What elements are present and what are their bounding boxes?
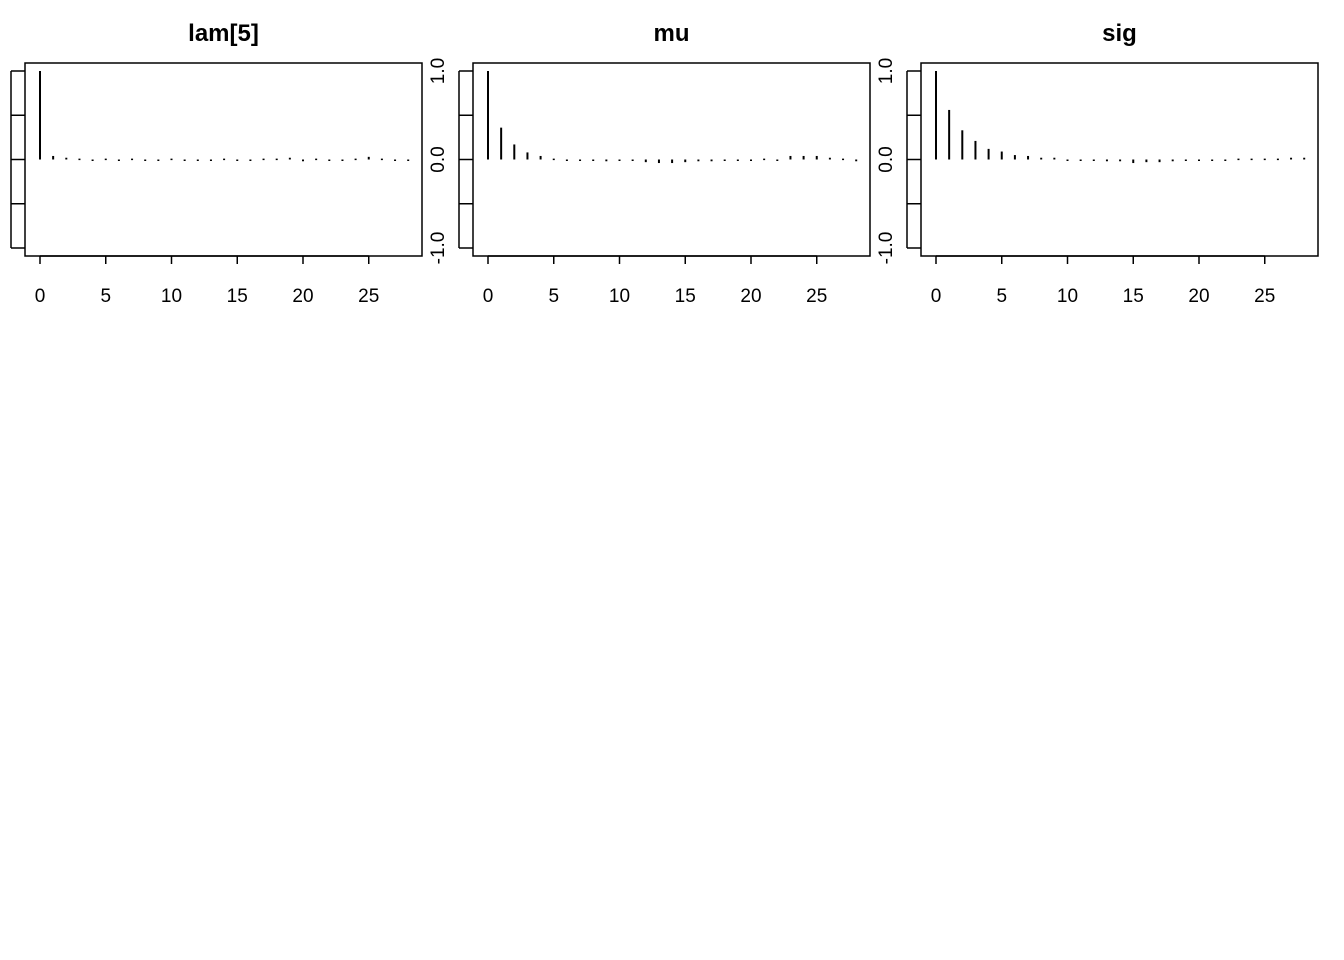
x-tick-label: 15 xyxy=(675,286,696,307)
x-tick-label: 5 xyxy=(100,286,111,307)
x-tick-label: 15 xyxy=(227,286,248,307)
panel-title: lam[5] xyxy=(188,20,259,47)
acf-panel-2: sig 0 5 10 15 20 25 xyxy=(906,20,1319,307)
y-tick-label: 0.0 xyxy=(428,146,449,172)
y-tick-label: 1.0 xyxy=(428,58,449,84)
acf-panel-0: lam[5] 0 5 10 15 20 25 -1.0 0.0 1.0 xyxy=(10,20,449,307)
x-tick-label: 20 xyxy=(1188,286,1209,307)
x-tick-label: 5 xyxy=(548,286,559,307)
x-tick-label: 25 xyxy=(1254,286,1275,307)
x-tick-label: 0 xyxy=(35,286,46,307)
x-tick-label: 10 xyxy=(609,286,630,307)
x-tick-label: 0 xyxy=(483,286,494,307)
x-tick-label: 5 xyxy=(996,286,1007,307)
y-tick-label: 1.0 xyxy=(876,58,897,84)
x-tick-label: 15 xyxy=(1123,286,1144,307)
x-tick-label: 0 xyxy=(931,286,942,307)
x-tick-label: 10 xyxy=(1057,286,1078,307)
x-tick-label: 10 xyxy=(161,286,182,307)
y-tick-label: -1.0 xyxy=(428,232,449,265)
panel-title: mu xyxy=(654,20,690,47)
x-tick-label: 20 xyxy=(292,286,313,307)
x-tick-label: 25 xyxy=(806,286,827,307)
x-tick-label: 25 xyxy=(358,286,379,307)
acf-panel-1: mu 0 5 10 15 20 25 -1.0 0.0 1.0 xyxy=(458,20,897,307)
y-tick-label: -1.0 xyxy=(876,232,897,265)
y-tick-label: 0.0 xyxy=(876,146,897,172)
panel-title: sig xyxy=(1102,20,1137,47)
x-tick-label: 20 xyxy=(740,286,761,307)
